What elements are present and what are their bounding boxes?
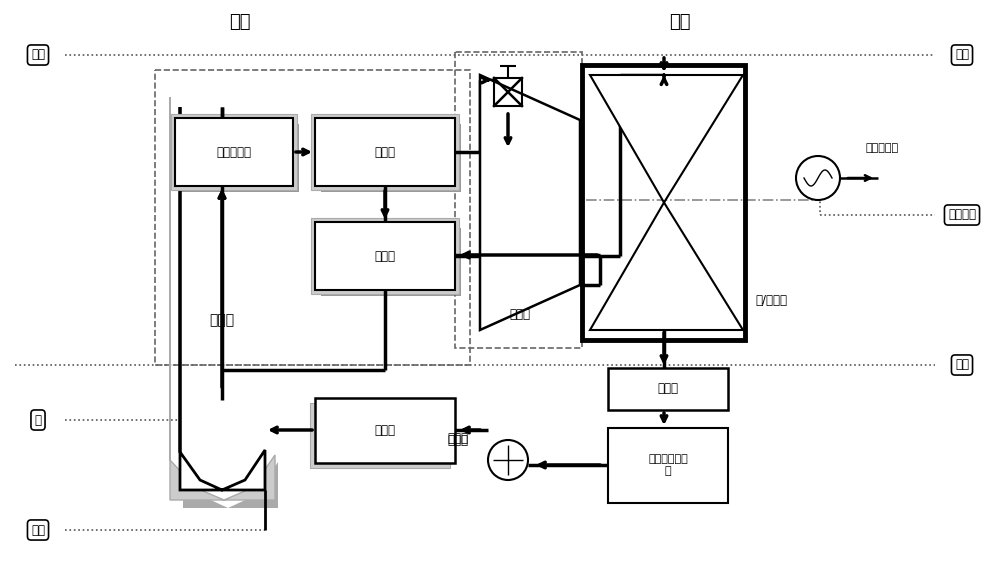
Bar (181, 124, 299, 192)
Bar (321, 228, 461, 296)
Bar (171, 114, 297, 190)
Text: 锅炉: 锅炉 (229, 13, 251, 31)
Polygon shape (180, 107, 265, 490)
Text: 汽轮发电机: 汽轮发电机 (865, 143, 898, 153)
Text: 冷凝器: 冷凝器 (658, 383, 678, 396)
Text: 调门: 调门 (31, 49, 45, 62)
Bar (311, 218, 459, 294)
Text: 给水: 给水 (31, 524, 45, 537)
Polygon shape (480, 75, 580, 330)
Bar (310, 403, 450, 468)
Text: 给水泵: 给水泵 (448, 431, 468, 444)
Bar (175, 118, 293, 186)
Text: 过热器: 过热器 (374, 145, 396, 158)
Polygon shape (590, 203, 743, 330)
Bar (582, 65, 745, 340)
Bar (608, 368, 728, 410)
Polygon shape (590, 75, 743, 203)
Polygon shape (183, 108, 278, 508)
Text: 焓值: 焓值 (955, 358, 969, 371)
Text: 电厂水处理系
统: 电厂水处理系 统 (648, 454, 688, 476)
Text: 省煤器: 省煤器 (374, 423, 396, 436)
Circle shape (796, 156, 840, 200)
Text: 再热器: 再热器 (374, 250, 396, 263)
Text: 高压缸: 高压缸 (510, 308, 530, 321)
Bar (321, 124, 461, 192)
Text: 水冷壁: 水冷壁 (209, 313, 235, 327)
Text: 汽水分离器: 汽水分离器 (216, 145, 252, 158)
Text: 中/低压缸: 中/低压缸 (755, 294, 787, 307)
Bar (311, 114, 459, 190)
Polygon shape (170, 97, 275, 500)
Circle shape (488, 440, 528, 480)
Bar (315, 222, 455, 290)
Bar (608, 428, 728, 503)
Text: 发电功率: 发电功率 (948, 208, 976, 221)
Text: 给水泵: 给水泵 (448, 434, 468, 447)
Bar (315, 118, 455, 186)
Text: 煤: 煤 (34, 414, 42, 427)
Text: 汽机: 汽机 (669, 13, 691, 31)
Text: 压力: 压力 (955, 49, 969, 62)
Bar (315, 398, 455, 463)
